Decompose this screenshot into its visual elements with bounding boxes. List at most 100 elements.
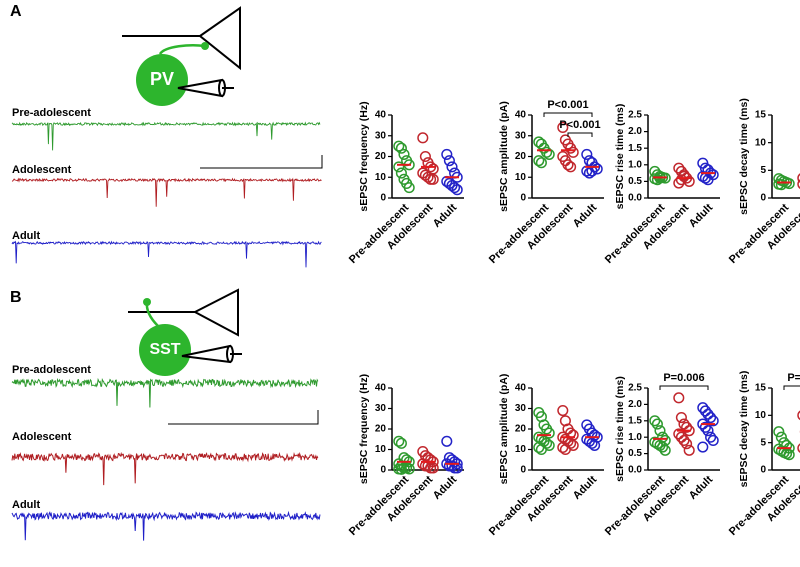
trace-label: Pre-adolescent <box>12 107 91 119</box>
y-axis-label: sEPSC rise time (ms) <box>614 104 626 210</box>
data-point <box>797 179 800 189</box>
data-point <box>654 425 666 437</box>
x-tick-label: Adult <box>431 473 460 502</box>
data-point <box>535 157 547 169</box>
y-tick-label: 0 <box>520 465 526 476</box>
data-point <box>393 161 405 173</box>
data-point <box>533 155 545 167</box>
data-point <box>675 174 687 186</box>
y-tick-label: 0 <box>380 193 386 204</box>
y-tick-label: 0.5 <box>628 176 642 187</box>
data-point <box>403 182 415 194</box>
y-tick-label: 1.5 <box>628 415 642 426</box>
trace <box>11 177 322 207</box>
y-tick-label: 10 <box>515 172 527 183</box>
data-point <box>581 148 593 160</box>
y-axis-label: sEPSC decay time (ms) <box>738 371 750 488</box>
trace <box>11 240 322 268</box>
x-tick-label: Adult <box>687 201 716 230</box>
data-point <box>393 435 405 447</box>
significance-bracket <box>567 132 593 137</box>
x-tick-label: Adult <box>571 473 600 502</box>
trace-label: Adult <box>12 230 40 242</box>
trace <box>11 377 319 408</box>
trace-label: Adolescent <box>12 431 72 443</box>
y-tick-label: 5 <box>760 437 766 448</box>
y-axis-label: sEPSC frequency (Hz) <box>358 374 370 484</box>
data-point <box>697 441 709 453</box>
y-tick-label: 10 <box>375 444 387 455</box>
trace-label: Adult <box>12 499 40 511</box>
y-tick-label: 0 <box>760 465 766 476</box>
significance-bracket <box>659 385 709 390</box>
y-tick-label: 0 <box>380 465 386 476</box>
y-tick-label: 1.0 <box>628 159 642 170</box>
trace <box>11 451 319 486</box>
y-axis-label: sEPSC amplitude (pA) <box>498 101 510 212</box>
data-point <box>567 146 579 158</box>
data-point <box>533 441 545 454</box>
data-point <box>446 460 458 472</box>
data-point <box>649 415 661 427</box>
data-point <box>427 163 439 175</box>
panel-label: B <box>10 289 22 306</box>
data-point <box>557 441 569 454</box>
data-point <box>673 392 685 404</box>
data-point <box>707 434 719 447</box>
y-tick-label: 40 <box>375 110 387 121</box>
significance-label: P=0.002 <box>787 372 800 384</box>
y-tick-label: 20 <box>375 424 387 435</box>
y-tick-label: 0 <box>520 193 526 204</box>
data-point <box>651 418 663 430</box>
neuron-diagram <box>128 288 242 376</box>
data-point <box>681 438 693 450</box>
y-axis-label: sEPSC amplitude (pA) <box>498 374 510 485</box>
y-tick-label: 30 <box>375 403 387 414</box>
y-tick-label: 20 <box>515 151 527 162</box>
data-point <box>583 167 595 179</box>
y-tick-label: 40 <box>515 110 527 121</box>
data-point <box>773 426 785 438</box>
y-tick-label: 30 <box>375 130 387 141</box>
x-tick-label: Adult <box>687 473 716 502</box>
data-point <box>559 443 571 456</box>
y-tick-label: 15 <box>755 383 767 394</box>
significance-bracket <box>543 112 593 117</box>
y-tick-label: 1.5 <box>628 143 642 154</box>
data-point <box>707 415 719 427</box>
data-point <box>562 159 574 171</box>
data-point <box>651 174 663 186</box>
data-point <box>398 148 410 160</box>
y-tick-label: 1.0 <box>628 432 642 443</box>
data-point <box>675 411 687 424</box>
y-tick-label: 2.0 <box>628 126 642 137</box>
y-tick-label: 15 <box>755 110 767 121</box>
data-point <box>659 444 671 456</box>
y-tick-label: 0.5 <box>628 448 642 459</box>
data-point <box>395 463 407 475</box>
neuron-label: PV <box>150 69 174 89</box>
data-point <box>427 462 439 474</box>
data-point <box>422 171 434 183</box>
data-point <box>451 184 463 196</box>
y-tick-label: 10 <box>375 172 387 183</box>
data-point <box>417 132 429 144</box>
trace-label: Pre-adolescent <box>12 364 91 376</box>
y-tick-label: 30 <box>515 130 527 141</box>
y-tick-label: 2.5 <box>628 383 642 394</box>
significance-label: P<0.001 <box>559 119 600 131</box>
data-point <box>543 427 555 439</box>
significance-label: P<0.001 <box>547 99 588 111</box>
y-tick-label: 2.0 <box>628 399 642 410</box>
data-point <box>443 155 455 167</box>
trace <box>11 121 321 151</box>
y-tick-label: 20 <box>375 151 387 162</box>
y-tick-label: 30 <box>515 403 527 414</box>
data-point <box>589 439 601 451</box>
x-tick-label: Adult <box>571 201 600 230</box>
y-tick-label: 0 <box>760 193 766 204</box>
neuron-label: SST <box>149 341 180 358</box>
data-point <box>446 161 458 173</box>
data-point <box>775 431 787 443</box>
